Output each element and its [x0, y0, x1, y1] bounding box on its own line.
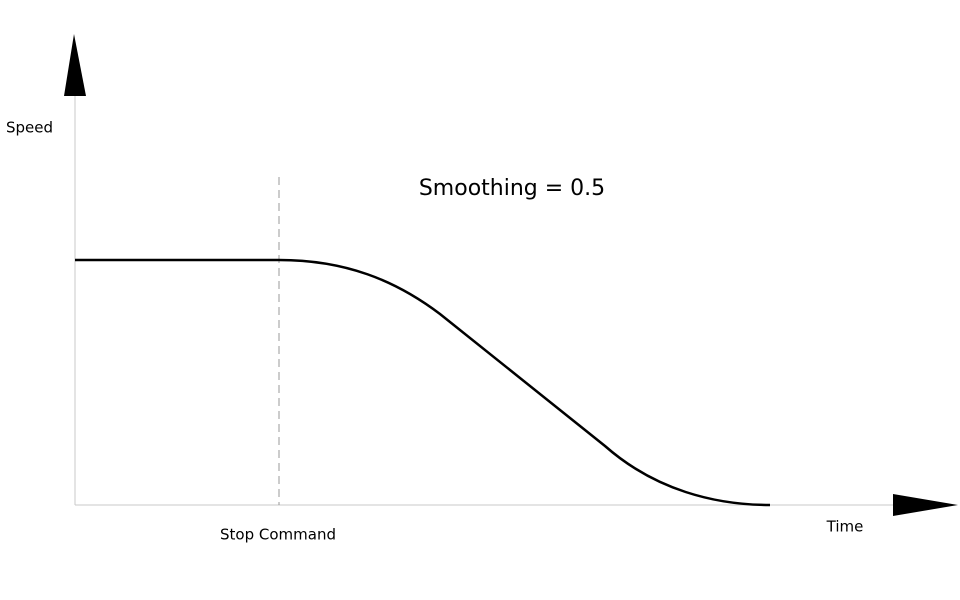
x-axis-label: Time [826, 518, 864, 536]
y-axis-label: Speed [6, 119, 53, 137]
y-axis-arrow [64, 34, 86, 96]
marker-label: Stop Command [220, 526, 336, 544]
x-axis-arrow [893, 494, 958, 516]
speed-curve [75, 258, 771, 507]
annotation: Smoothing = 0.5 [419, 176, 605, 201]
